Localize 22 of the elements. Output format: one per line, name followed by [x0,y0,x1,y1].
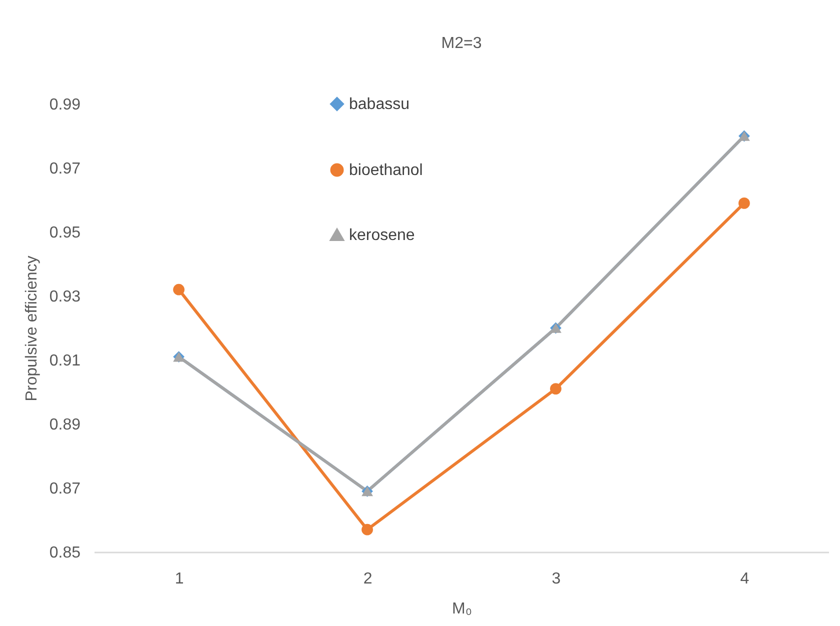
legend-label: babassu [349,96,410,113]
y-tick-label: 0.99 [49,96,81,114]
y-tick-label: 0.93 [49,288,81,306]
y-tick-label: 0.95 [49,224,81,242]
x-axis-title: M₀ [452,600,472,618]
y-tick-label: 0.97 [49,160,81,178]
y-tick-label: 0.89 [49,416,81,434]
y-tick-label: 0.87 [49,480,81,498]
point [173,284,185,296]
point [362,524,373,536]
x-tick-label: 4 [740,570,750,588]
legend-label: kerosene [349,227,415,244]
y-tick-label: 0.85 [49,544,81,562]
x-tick-label: 1 [174,570,184,588]
x-tick-label: 3 [552,570,561,588]
chart-title: M2=3 [441,35,482,52]
x-tick-label: 2 [363,570,372,588]
legend-label: bioethanol [349,162,423,179]
point [550,383,562,394]
y-tick-label: 0.91 [49,352,81,370]
point [738,198,750,209]
y-axis-title: Propulsive efficiency [23,256,40,402]
